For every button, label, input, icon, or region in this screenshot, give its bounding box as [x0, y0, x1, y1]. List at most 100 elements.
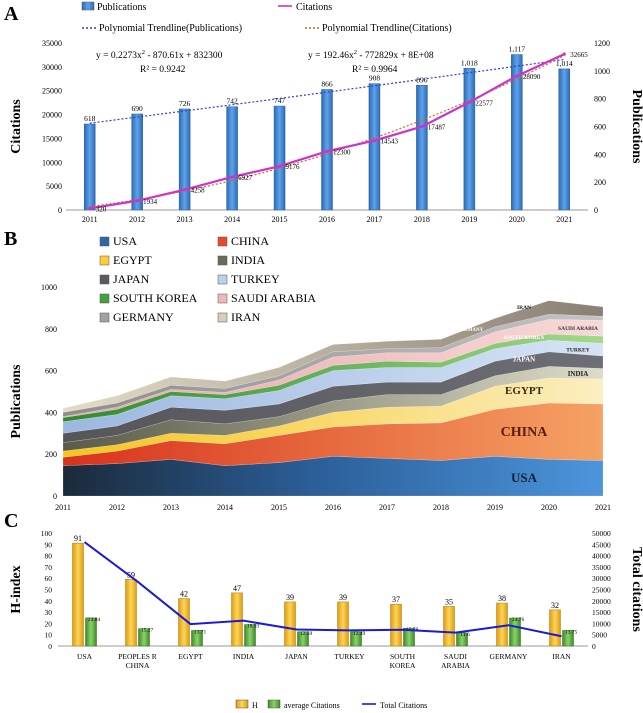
- publications-value-label: 690: [132, 104, 144, 113]
- legend-label-total-citations: Total Citations: [380, 701, 427, 710]
- legend-label-egypt: EGYPT: [113, 253, 152, 267]
- y-tick-label: 0: [58, 206, 62, 215]
- publications-value-label: 866: [321, 79, 333, 88]
- citations-value-label: 9176: [286, 163, 301, 171]
- publications-eq-superscript: 2: [142, 49, 145, 56]
- legend-swatch-h: [235, 699, 249, 709]
- x-tick-label: SAUDI: [444, 652, 467, 661]
- y2-tick-label: 45000: [592, 540, 611, 549]
- h-index-value-label: 38: [498, 594, 506, 603]
- area-label-turkey: TURKEY: [566, 348, 590, 354]
- legend-swatch-germany: [99, 312, 110, 323]
- x-tick-label: 2020: [541, 503, 557, 512]
- x-tick-label: 2011: [82, 215, 98, 224]
- y2-tick-label: 15000: [592, 608, 611, 617]
- legend-label-india: INDIA: [231, 253, 265, 267]
- legend-swatch-publications: [81, 1, 95, 11]
- legend-swatch-avg-citations: [267, 699, 281, 709]
- y-tick-label: 35000: [42, 39, 62, 48]
- x-tick-label: 2013: [163, 503, 179, 512]
- h-index-value-label: 37: [392, 595, 400, 604]
- x-tick-label: JAPAN: [285, 652, 308, 661]
- legend-swatch-egypt: [99, 255, 110, 266]
- legend-label-iran: IRAN: [231, 310, 261, 324]
- y-tick-label: 20000: [42, 111, 62, 120]
- avg-citations-bar: [456, 632, 468, 647]
- citations-value-label: 14543: [380, 138, 398, 146]
- citations-value-label: 320: [96, 205, 107, 213]
- citations-value-label: 22577: [475, 99, 493, 107]
- x-tick-label: 2012: [109, 503, 125, 512]
- citations-point: [467, 100, 471, 104]
- avg-citations-bar: [85, 617, 97, 647]
- legend-swatch-saudi-arabia: [217, 293, 228, 304]
- panel-b-label: B: [4, 228, 17, 250]
- legend-swatch-iran: [217, 312, 228, 323]
- total-citations-line: [83, 541, 562, 638]
- h-index-value-label: 91: [74, 534, 82, 543]
- x-tick-label: 2017: [379, 503, 395, 512]
- x-tick-label: IRAN: [552, 652, 571, 661]
- publications-value-label: 742: [226, 97, 238, 106]
- citations-value-label: 32665: [570, 51, 588, 59]
- citations-r-squared: R² = 0.9964: [352, 65, 398, 75]
- y-tick-label: 50: [45, 586, 53, 595]
- citations-value-label: 1934: [143, 198, 158, 206]
- y2-tick-label: 20000: [592, 597, 611, 606]
- legend-swatch-usa: [99, 236, 110, 247]
- y-tick-label: 25000: [42, 87, 62, 96]
- y-tick-label: 100: [41, 529, 53, 538]
- panel-a-label: A: [4, 3, 19, 25]
- h-index-bar: [72, 542, 84, 647]
- area-germany: [62, 313, 604, 417]
- citations-value-label: 6927: [238, 174, 253, 182]
- y-tick-label: 800: [45, 325, 57, 334]
- x-tick-label: KOREA: [390, 661, 416, 670]
- citations-point: [372, 139, 377, 143]
- x-tick-label: SOUTH: [390, 652, 416, 661]
- legend-label-china: CHINA: [231, 234, 269, 248]
- area-label-saudi-arabia: SAUDI ARABIA: [558, 326, 598, 332]
- citations-eq-main: y = 192.46x: [308, 51, 354, 61]
- citations-value-label: 4258: [191, 187, 206, 195]
- y2-tick-label: 40000: [592, 552, 611, 561]
- y2-tick-label: 50000: [592, 529, 611, 538]
- avg-citations-value-label: 13.71: [194, 630, 207, 636]
- h-index-value-label: 59: [127, 570, 135, 579]
- panel-a-chart: 0 5000 10000 15000 20000 25000 30000 35000 0 200 4…: [9, 1, 643, 224]
- x-tick-label: 2012: [129, 215, 145, 224]
- avg-citations-bar: [562, 630, 574, 647]
- avg-citations-bar: [403, 627, 415, 647]
- publications-value-label: 1,018: [461, 58, 478, 67]
- x-tick-label: 2014: [217, 503, 233, 512]
- panel-c-label: C: [4, 510, 18, 532]
- publications-value-label: 747: [274, 96, 286, 105]
- x-tick-label: USA: [77, 652, 93, 661]
- x-tick-label: GERMANY: [490, 652, 529, 661]
- citations-value-label: 12300: [333, 148, 351, 156]
- y-tick-label: 400: [45, 408, 57, 417]
- h-index-value-label: 42: [180, 590, 188, 599]
- citations-point: [562, 52, 566, 56]
- y-tick-label: 0: [48, 642, 52, 651]
- publications-eq-rest: - 870.61x + 832300: [145, 51, 223, 61]
- citations-value-label: 28090: [523, 73, 541, 81]
- publications-bar: [178, 108, 191, 211]
- publications-value-label: 726: [179, 99, 191, 108]
- y-tick-label: 5000: [46, 182, 62, 191]
- citations-value-label: 17487: [428, 124, 446, 132]
- area-china: [62, 402, 604, 466]
- publications-eq-main: y = 0.2273x: [96, 51, 142, 61]
- avg-citations-value-label: 24.76: [512, 617, 525, 623]
- avg-citations-bar: [244, 624, 256, 647]
- h-index-bar: [231, 592, 243, 647]
- citations-equation: y = 192.46x2 - 772829x + 8E+08: [308, 49, 434, 61]
- publications-bar: [273, 105, 286, 211]
- publications-bar: [558, 68, 571, 211]
- y2-tick-label: 600: [594, 123, 606, 132]
- h-index-value-label: 47: [233, 584, 241, 593]
- h-index-bar: [443, 606, 455, 647]
- legend-swatch-china: [217, 236, 228, 247]
- x-tick-label: 2019: [461, 215, 477, 224]
- h-index-value-label: 39: [286, 593, 294, 602]
